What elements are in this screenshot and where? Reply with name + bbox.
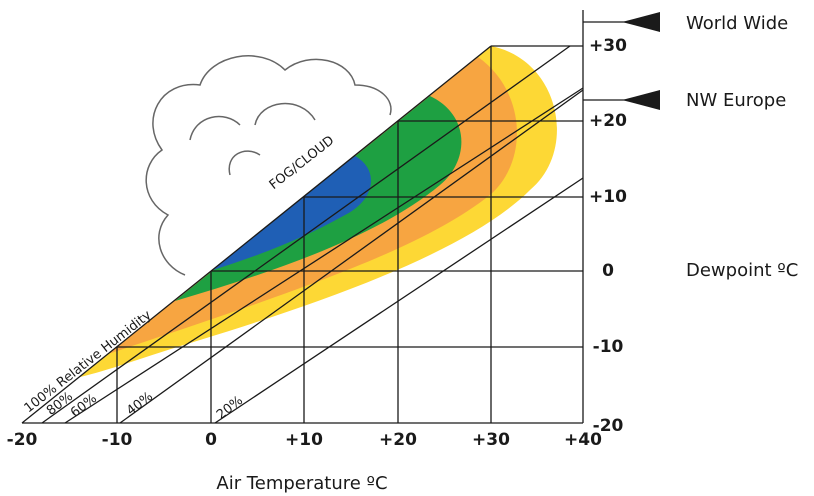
marker-arrow [622, 12, 660, 32]
y-tick-label: -20 [593, 416, 624, 436]
humidity-label: 40% [124, 389, 156, 419]
x-tick-label: +10 [285, 430, 323, 450]
dewpoint-diagram: -20 -10 0 +10 +20 +30 +40 Air Temperatur… [0, 0, 814, 496]
y-tick-label: +30 [589, 36, 627, 56]
y-tick-label: 0 [602, 261, 614, 281]
x-tick-label: +20 [379, 430, 417, 450]
x-axis-title: Air Temperature ºC [216, 473, 387, 494]
y-tick-label: -10 [593, 337, 624, 357]
humidity-label: 20% [214, 393, 246, 423]
marker-label: World Wide [686, 13, 788, 34]
marker-label: NW Europe [686, 90, 786, 111]
y-tick-label: +20 [589, 111, 627, 131]
y-axis-title: Dewpoint ºC [686, 260, 798, 281]
humidity-label: 60% [68, 391, 100, 421]
x-tick-label: 0 [205, 430, 217, 450]
y-tick-label: +10 [589, 187, 627, 207]
marker-arrow [622, 90, 660, 110]
x-tick-label: +30 [472, 430, 510, 450]
x-tick-label: -10 [102, 430, 133, 450]
x-tick-label: -20 [7, 430, 38, 450]
